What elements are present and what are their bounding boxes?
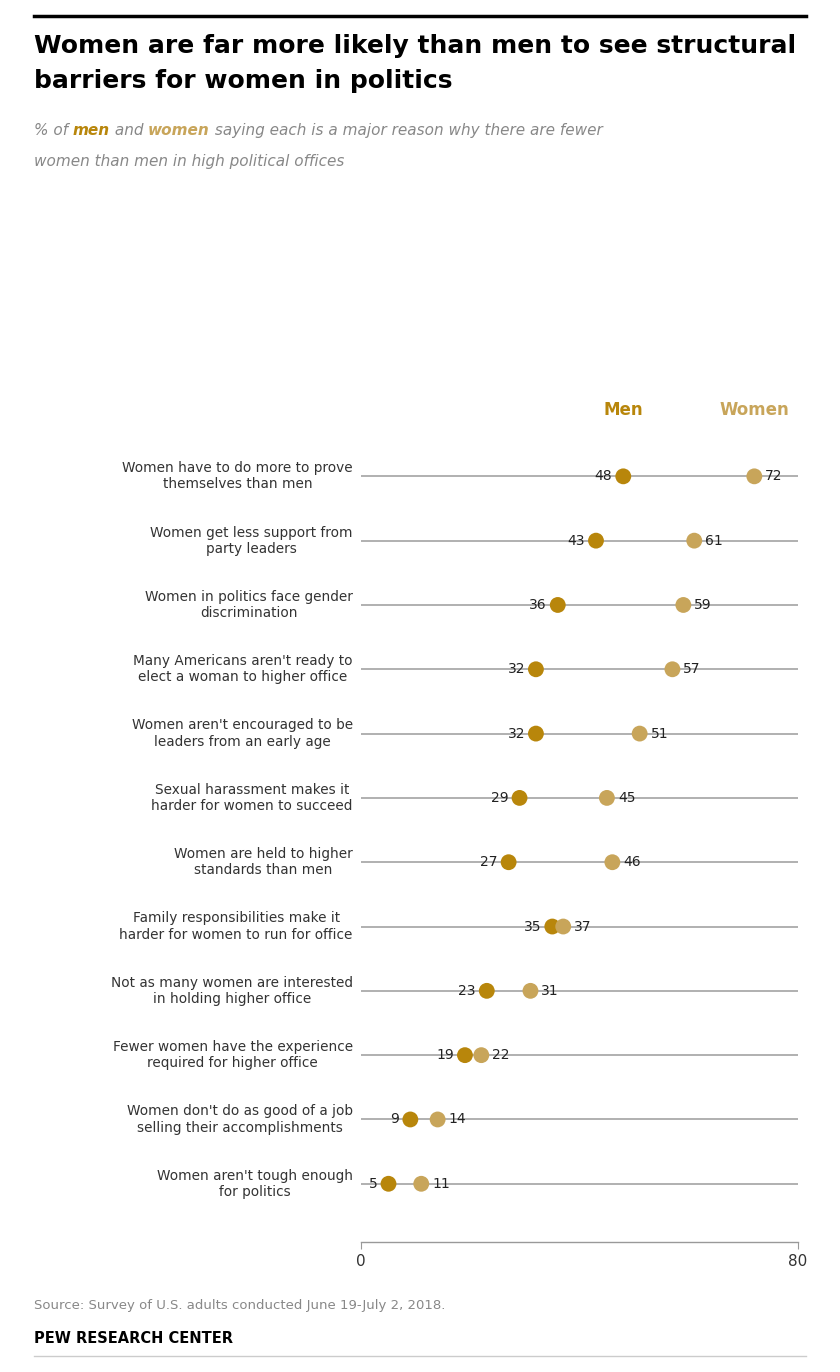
Text: Not as many women are interested
in holding higher office: Not as many women are interested in hold… xyxy=(111,975,353,1006)
Text: 61: 61 xyxy=(706,534,723,547)
Text: 46: 46 xyxy=(623,855,641,870)
Text: Women in politics face gender
discrimination: Women in politics face gender discrimina… xyxy=(145,590,353,620)
Point xyxy=(590,530,603,552)
Text: 11: 11 xyxy=(433,1177,450,1191)
Text: Women get less support from
party leaders: Women get less support from party leader… xyxy=(150,525,353,556)
Point xyxy=(606,851,619,873)
Text: Women don't do as good of a job
selling their accomplishments: Women don't do as good of a job selling … xyxy=(127,1104,353,1135)
Text: 22: 22 xyxy=(492,1048,510,1062)
Point xyxy=(529,723,543,745)
Text: 23: 23 xyxy=(459,984,476,997)
Point xyxy=(502,851,516,873)
Point xyxy=(529,659,543,681)
Text: 9: 9 xyxy=(391,1113,400,1126)
Text: Women aren't tough enough
for politics: Women aren't tough enough for politics xyxy=(157,1169,353,1199)
Point xyxy=(551,594,564,616)
Point xyxy=(524,980,538,1002)
Text: 29: 29 xyxy=(491,790,509,805)
Text: 57: 57 xyxy=(684,663,701,676)
Point xyxy=(633,723,647,745)
Text: 14: 14 xyxy=(449,1113,466,1126)
Text: Women: Women xyxy=(719,401,790,418)
Text: and: and xyxy=(110,123,148,139)
Point xyxy=(415,1173,428,1195)
Text: 19: 19 xyxy=(436,1048,454,1062)
Text: 72: 72 xyxy=(765,469,783,483)
Text: Source: Survey of U.S. adults conducted June 19-July 2, 2018.: Source: Survey of U.S. adults conducted … xyxy=(34,1299,445,1312)
Text: Women aren't encouraged to be
leaders from an early age: Women aren't encouraged to be leaders fr… xyxy=(132,719,353,749)
Point xyxy=(403,1109,417,1131)
Text: 5: 5 xyxy=(369,1177,378,1191)
Text: men: men xyxy=(72,123,110,139)
Point xyxy=(666,659,680,681)
Point xyxy=(480,980,494,1002)
Point xyxy=(431,1109,444,1131)
Text: 43: 43 xyxy=(568,534,585,547)
Text: Men: Men xyxy=(603,401,643,418)
Text: 45: 45 xyxy=(618,790,635,805)
Text: 27: 27 xyxy=(480,855,498,870)
Text: saying each is a major reason why there are fewer: saying each is a major reason why there … xyxy=(210,123,602,139)
Text: Sexual harassment makes it
harder for women to succeed: Sexual harassment makes it harder for wo… xyxy=(151,783,353,814)
Text: women: women xyxy=(148,123,210,139)
Text: Fewer women have the experience
required for higher office: Fewer women have the experience required… xyxy=(113,1040,353,1070)
Point xyxy=(512,788,526,809)
Text: Family responsibilities make it
harder for women to run for office: Family responsibilities make it harder f… xyxy=(119,911,353,941)
Text: Women have to do more to prove
themselves than men: Women have to do more to prove themselve… xyxy=(122,461,353,491)
Text: 37: 37 xyxy=(575,919,591,933)
Text: 31: 31 xyxy=(542,984,559,997)
Point xyxy=(475,1044,488,1066)
Point xyxy=(601,788,614,809)
Point xyxy=(546,915,559,937)
Text: women than men in high political offices: women than men in high political offices xyxy=(34,154,344,169)
Text: 36: 36 xyxy=(529,598,547,612)
Text: PEW RESEARCH CENTER: PEW RESEARCH CENTER xyxy=(34,1331,233,1346)
Text: 32: 32 xyxy=(507,727,525,741)
Point xyxy=(687,530,701,552)
Text: 51: 51 xyxy=(651,727,668,741)
Text: Women are far more likely than men to see structural: Women are far more likely than men to se… xyxy=(34,34,795,58)
Point xyxy=(557,915,570,937)
Text: 32: 32 xyxy=(507,663,525,676)
Text: barriers for women in politics: barriers for women in politics xyxy=(34,69,452,92)
Text: Many Americans aren't ready to
elect a woman to higher office: Many Americans aren't ready to elect a w… xyxy=(134,654,353,685)
Point xyxy=(617,465,630,487)
Text: 59: 59 xyxy=(694,598,711,612)
Text: 48: 48 xyxy=(595,469,612,483)
Point xyxy=(677,594,690,616)
Text: Women are held to higher
standards than men: Women are held to higher standards than … xyxy=(174,847,353,877)
Text: % of: % of xyxy=(34,123,72,139)
Point xyxy=(459,1044,472,1066)
Point xyxy=(748,465,761,487)
Point xyxy=(381,1173,396,1195)
Text: 35: 35 xyxy=(524,919,542,933)
